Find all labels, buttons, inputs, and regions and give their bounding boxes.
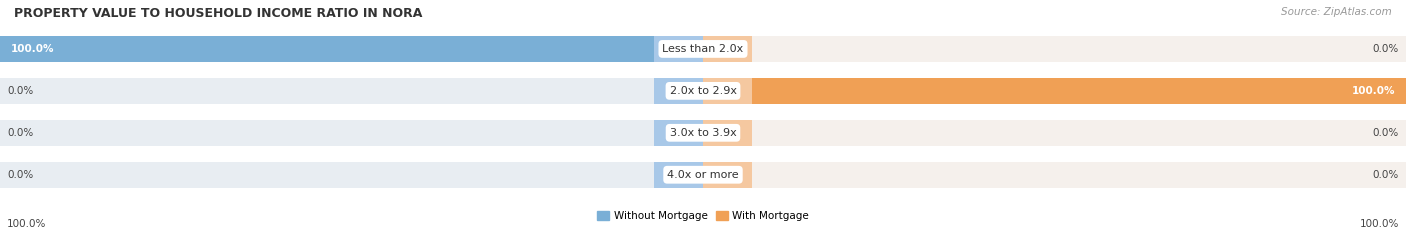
- Text: 100.0%: 100.0%: [1360, 219, 1399, 229]
- Text: 0.0%: 0.0%: [7, 128, 34, 138]
- Bar: [703, 120, 1406, 146]
- Text: Less than 2.0x: Less than 2.0x: [662, 44, 744, 54]
- Text: 0.0%: 0.0%: [1372, 44, 1399, 54]
- Bar: [0, 120, 703, 146]
- Text: 3.0x to 3.9x: 3.0x to 3.9x: [669, 128, 737, 138]
- Bar: [0, 78, 703, 104]
- Text: 2.0x to 2.9x: 2.0x to 2.9x: [669, 86, 737, 96]
- Bar: [703, 120, 752, 146]
- Bar: [0, 162, 703, 188]
- Bar: [703, 162, 1406, 188]
- Bar: [703, 36, 752, 62]
- Bar: [703, 78, 752, 104]
- Text: 100.0%: 100.0%: [10, 44, 53, 54]
- Bar: [0, 36, 703, 62]
- Bar: [0, 36, 703, 62]
- Bar: [654, 162, 703, 188]
- Bar: [654, 36, 703, 62]
- Bar: [703, 162, 752, 188]
- Text: 0.0%: 0.0%: [1372, 170, 1399, 180]
- Text: PROPERTY VALUE TO HOUSEHOLD INCOME RATIO IN NORA: PROPERTY VALUE TO HOUSEHOLD INCOME RATIO…: [14, 7, 422, 20]
- Bar: [654, 120, 703, 146]
- Legend: Without Mortgage, With Mortgage: Without Mortgage, With Mortgage: [593, 207, 813, 226]
- Bar: [703, 78, 1406, 104]
- Text: 4.0x or more: 4.0x or more: [668, 170, 738, 180]
- Bar: [654, 78, 703, 104]
- Bar: [703, 78, 1406, 104]
- Text: Source: ZipAtlas.com: Source: ZipAtlas.com: [1281, 7, 1392, 17]
- Bar: [703, 36, 1406, 62]
- Text: 0.0%: 0.0%: [7, 170, 34, 180]
- Text: 0.0%: 0.0%: [7, 86, 34, 96]
- Text: 100.0%: 100.0%: [1353, 86, 1395, 96]
- Text: 100.0%: 100.0%: [7, 219, 46, 229]
- Text: 0.0%: 0.0%: [1372, 128, 1399, 138]
